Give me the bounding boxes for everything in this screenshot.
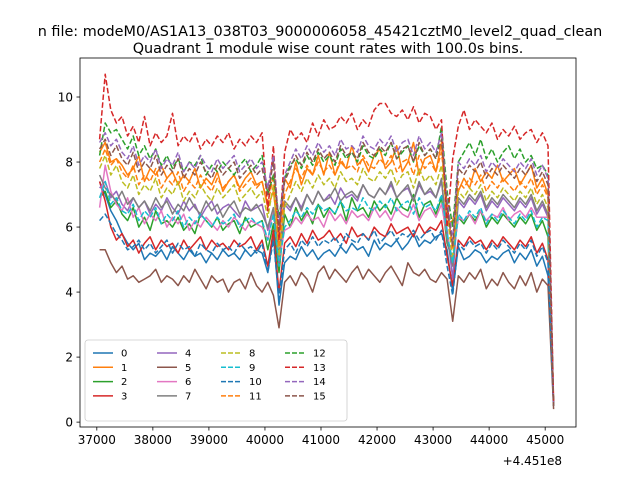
x-tick-label: 37000 — [78, 433, 116, 447]
series-line-11 — [98, 148, 555, 406]
series-line-0 — [98, 181, 555, 406]
y-tick-label: 8 — [65, 156, 73, 170]
series-line-5 — [99, 249, 555, 410]
x-tick-label: 39000 — [190, 433, 228, 447]
chart-title: Quadrant 1 module wise count rates with … — [133, 41, 524, 57]
series-line-15 — [98, 138, 555, 406]
x-axis-offset-text: +4.451e8 — [503, 454, 562, 468]
x-tick-label: 38000 — [134, 433, 172, 447]
y-tick-label: 0 — [65, 416, 73, 430]
legend-label-15: 15 — [313, 391, 326, 402]
series-line-4 — [99, 180, 555, 406]
legend-box — [84, 339, 348, 422]
legend-label-1: 1 — [121, 363, 127, 374]
legend-label-2: 2 — [121, 377, 127, 388]
legend-label-3: 3 — [121, 391, 127, 402]
legend-label-13: 13 — [313, 363, 326, 374]
series-lines — [98, 73, 555, 410]
series-line-7 — [98, 174, 555, 406]
x-tick-label: 42000 — [358, 433, 396, 447]
legend-label-0: 0 — [121, 349, 127, 360]
x-axis-ticks: 37000 38000 39000 40000 41000 42000 43000 44000… — [78, 427, 564, 447]
series-line-12 — [98, 122, 555, 406]
series-line-8 — [98, 154, 555, 406]
legend-label-11: 11 — [249, 391, 262, 402]
legend-label-14: 14 — [313, 377, 326, 388]
legend-label-6: 6 — [185, 377, 191, 388]
series-line-10 — [99, 213, 555, 406]
x-tick-label: 43000 — [414, 433, 452, 447]
x-tick-label: 41000 — [302, 433, 340, 447]
series-line-14 — [98, 132, 555, 406]
y-tick-label: 6 — [65, 221, 73, 235]
legend-label-7: 7 — [185, 391, 191, 402]
plot-frame — [79, 57, 577, 428]
legend-label-12: 12 — [313, 349, 326, 360]
x-tick-label: 40000 — [246, 433, 284, 447]
series-line-9 — [98, 180, 555, 406]
y-tick-label: 2 — [65, 351, 73, 365]
y-tick-label: 4 — [65, 286, 73, 300]
legend-label-4: 4 — [185, 349, 191, 360]
series-line-3 — [98, 181, 555, 406]
legend-label-9: 9 — [249, 363, 255, 374]
series-line-13 — [98, 73, 555, 403]
x-tick-label: 45000 — [526, 433, 564, 447]
legend-label-10: 10 — [249, 377, 262, 388]
legend-label-5: 5 — [185, 363, 191, 374]
series-line-6 — [98, 164, 555, 406]
x-tick-label: 44000 — [470, 433, 508, 447]
y-tick-label: 10 — [58, 91, 73, 105]
y-axis-ticks: 0 2 4 6 8 10 — [58, 91, 80, 430]
legend-label-8: 8 — [249, 349, 255, 360]
figure-suptitle: n file: modeM0/AS1A13_038T03_9000006058_… — [38, 24, 603, 40]
